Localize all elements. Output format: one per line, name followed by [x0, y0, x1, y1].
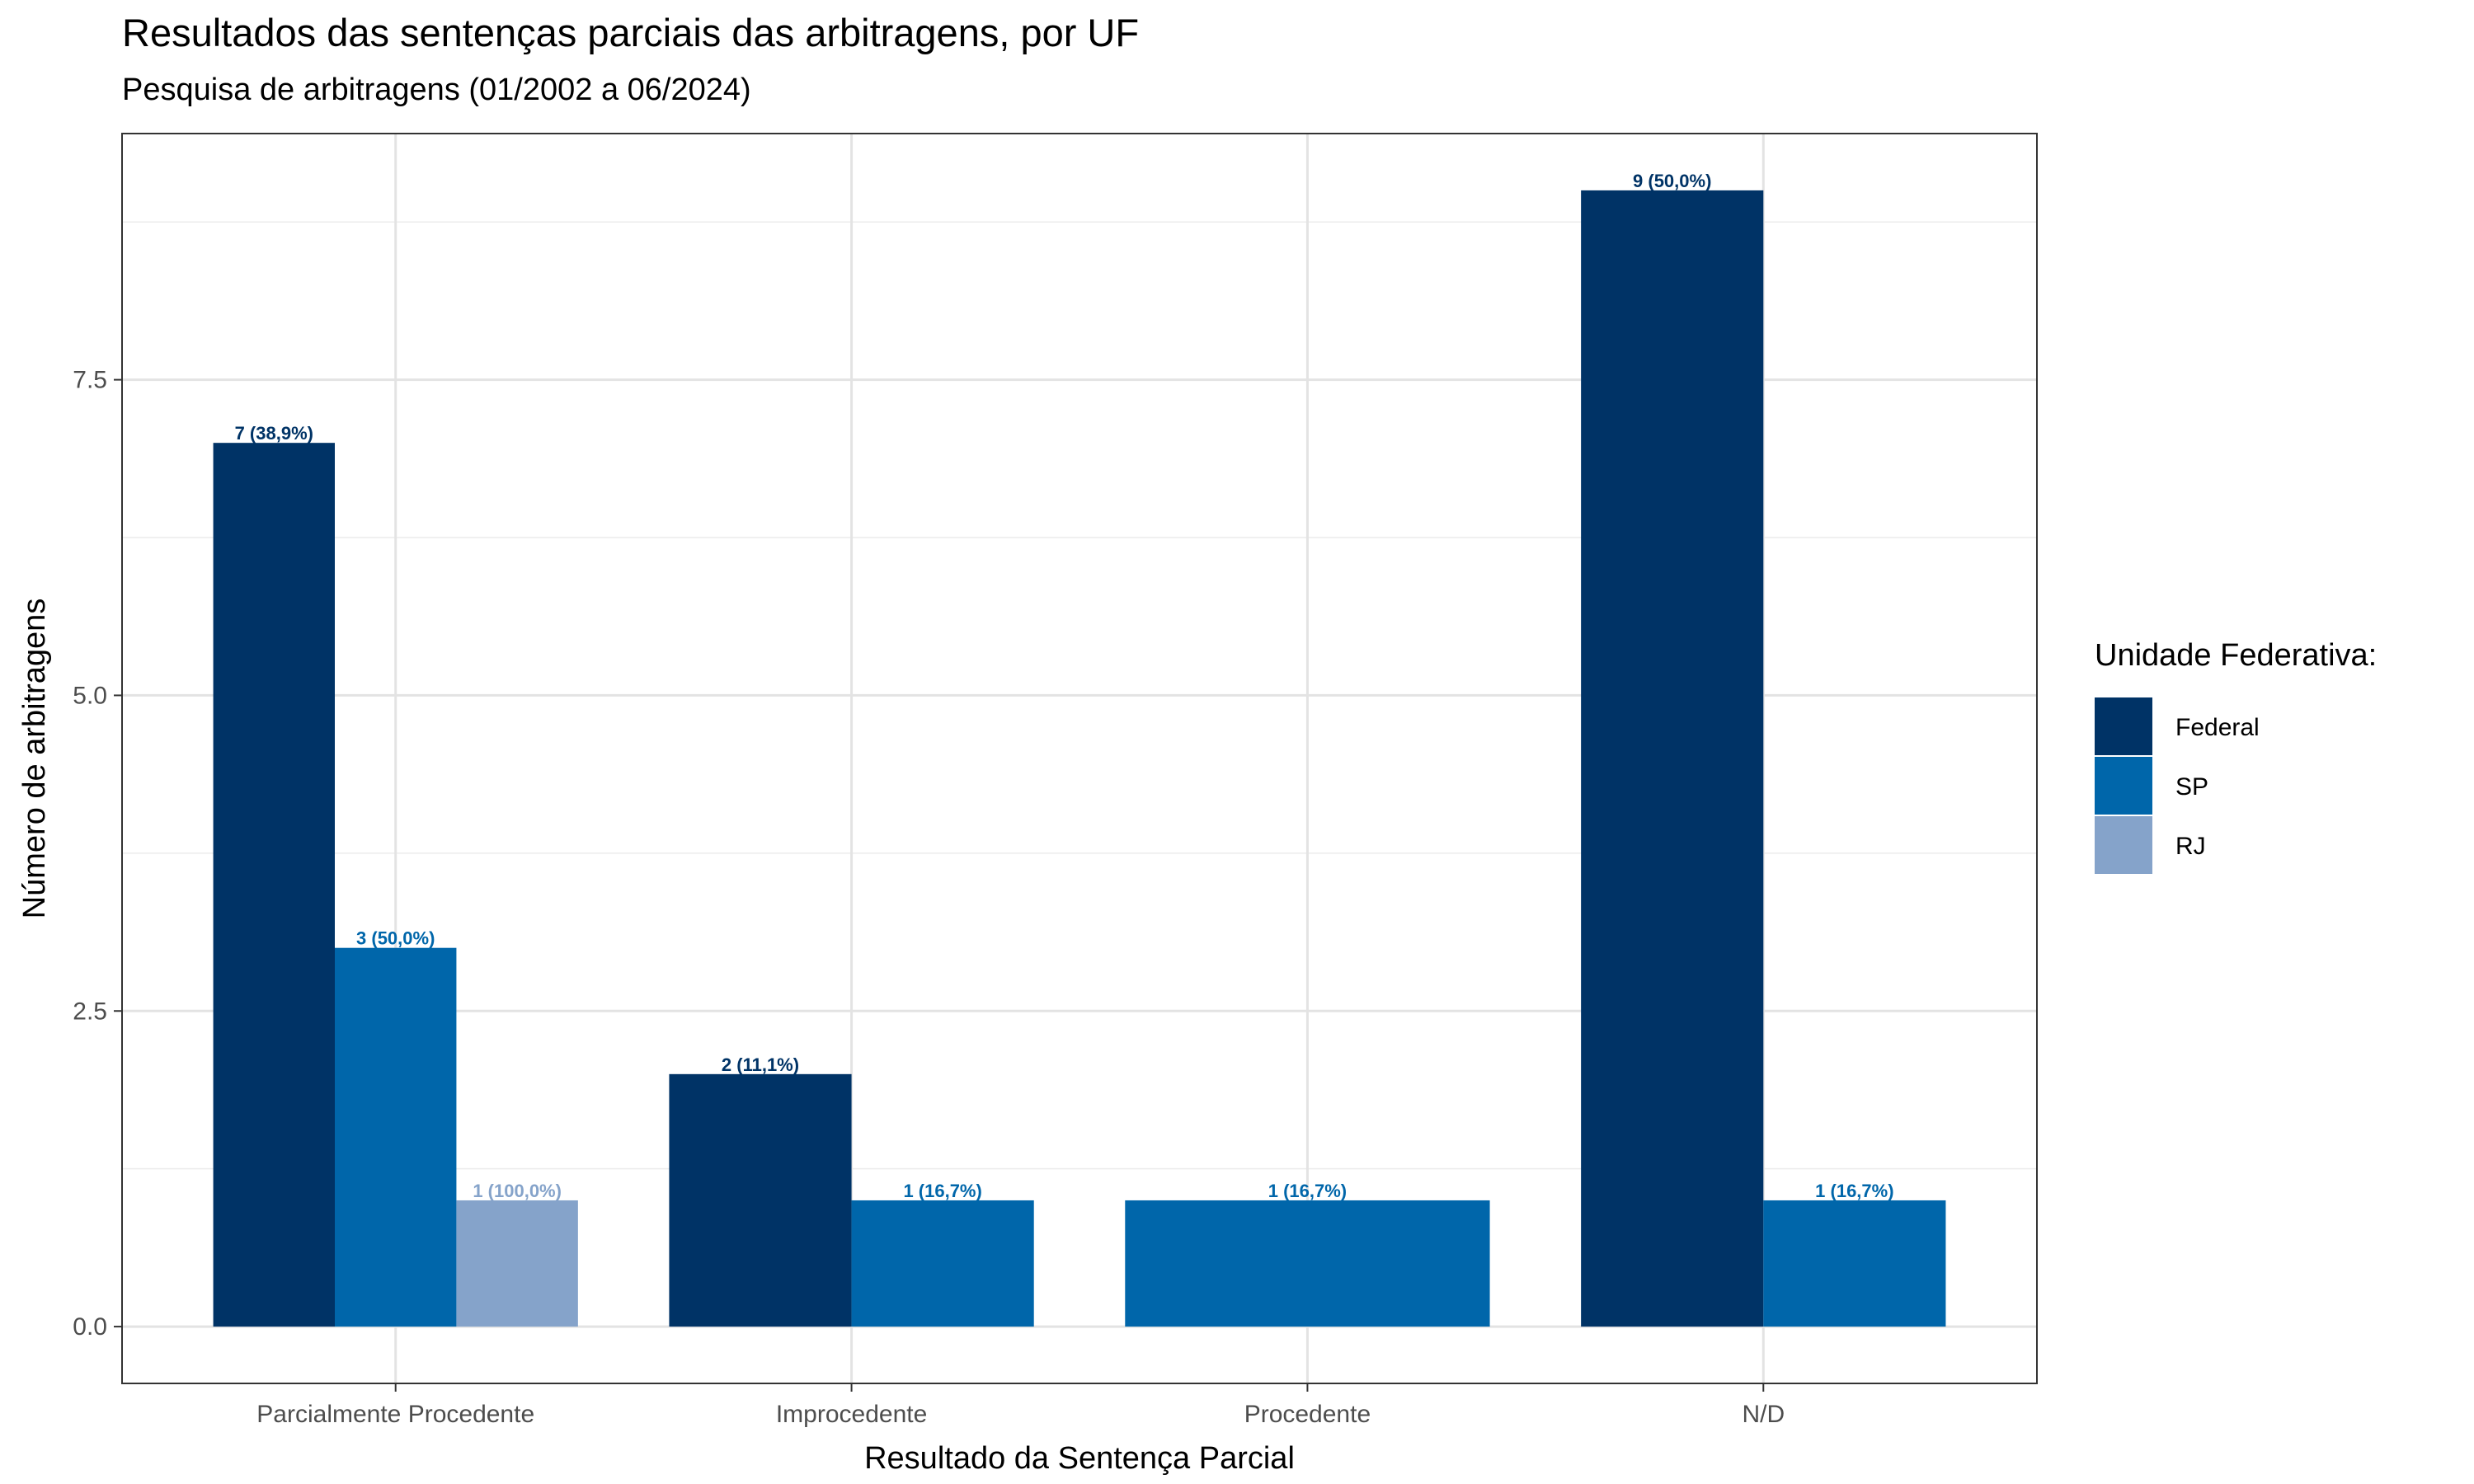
legend-label: RJ: [2175, 833, 2206, 860]
bar-sp-4: [1763, 1200, 1946, 1327]
bar-federal-1: [213, 443, 335, 1327]
chart-title: Resultados das sentenças parciais das ar…: [122, 11, 1140, 54]
bar-sp-3: [1125, 1200, 1490, 1327]
data-label: 2 (11,1%): [722, 1054, 799, 1075]
y-tick-label: 7.5: [73, 367, 107, 394]
data-label: 1 (16,7%): [903, 1181, 981, 1201]
data-label: 3 (50,0%): [356, 928, 435, 949]
legend-label: SP: [2175, 773, 2208, 801]
x-axis-title: Resultado da Sentença Parcial: [864, 1441, 1295, 1476]
bar-sp-1: [335, 947, 457, 1327]
y-axis-title: Número de arbitragens: [17, 599, 52, 919]
legend-key-rj: [2095, 816, 2152, 874]
data-label: 1 (16,7%): [1815, 1181, 1893, 1201]
x-tick-label: N/D: [1742, 1401, 1785, 1428]
y-tick-label: 2.5: [73, 998, 107, 1025]
legend-key-sp: [2095, 757, 2152, 815]
bar-federal-4: [1581, 190, 1764, 1327]
plot-border: [121, 133, 2038, 1384]
data-label: 1 (16,7%): [1268, 1181, 1347, 1201]
chart-subtitle: Pesquisa de arbitragens (01/2002 a 06/20…: [122, 73, 751, 107]
y-tick-label: 5.0: [73, 682, 107, 709]
bar-federal-2: [669, 1073, 852, 1327]
data-label: 9 (50,0%): [1633, 171, 1711, 191]
legend-key-federal: [2095, 697, 2152, 755]
bar-sp-2: [851, 1200, 1034, 1327]
legend-title: Unidade Federativa:: [2095, 638, 2377, 673]
y-tick-label: 0.0: [73, 1313, 107, 1341]
x-tick-label: Parcialmente Procedente: [256, 1401, 534, 1428]
legend-label: Federal: [2175, 714, 2260, 741]
data-label: 7 (38,9%): [235, 423, 313, 444]
bar-rj-1: [456, 1200, 578, 1327]
x-tick-label: Procedente: [1244, 1401, 1371, 1428]
data-label: 1 (100,0%): [473, 1181, 562, 1201]
x-tick-label: Improcedente: [776, 1401, 927, 1428]
